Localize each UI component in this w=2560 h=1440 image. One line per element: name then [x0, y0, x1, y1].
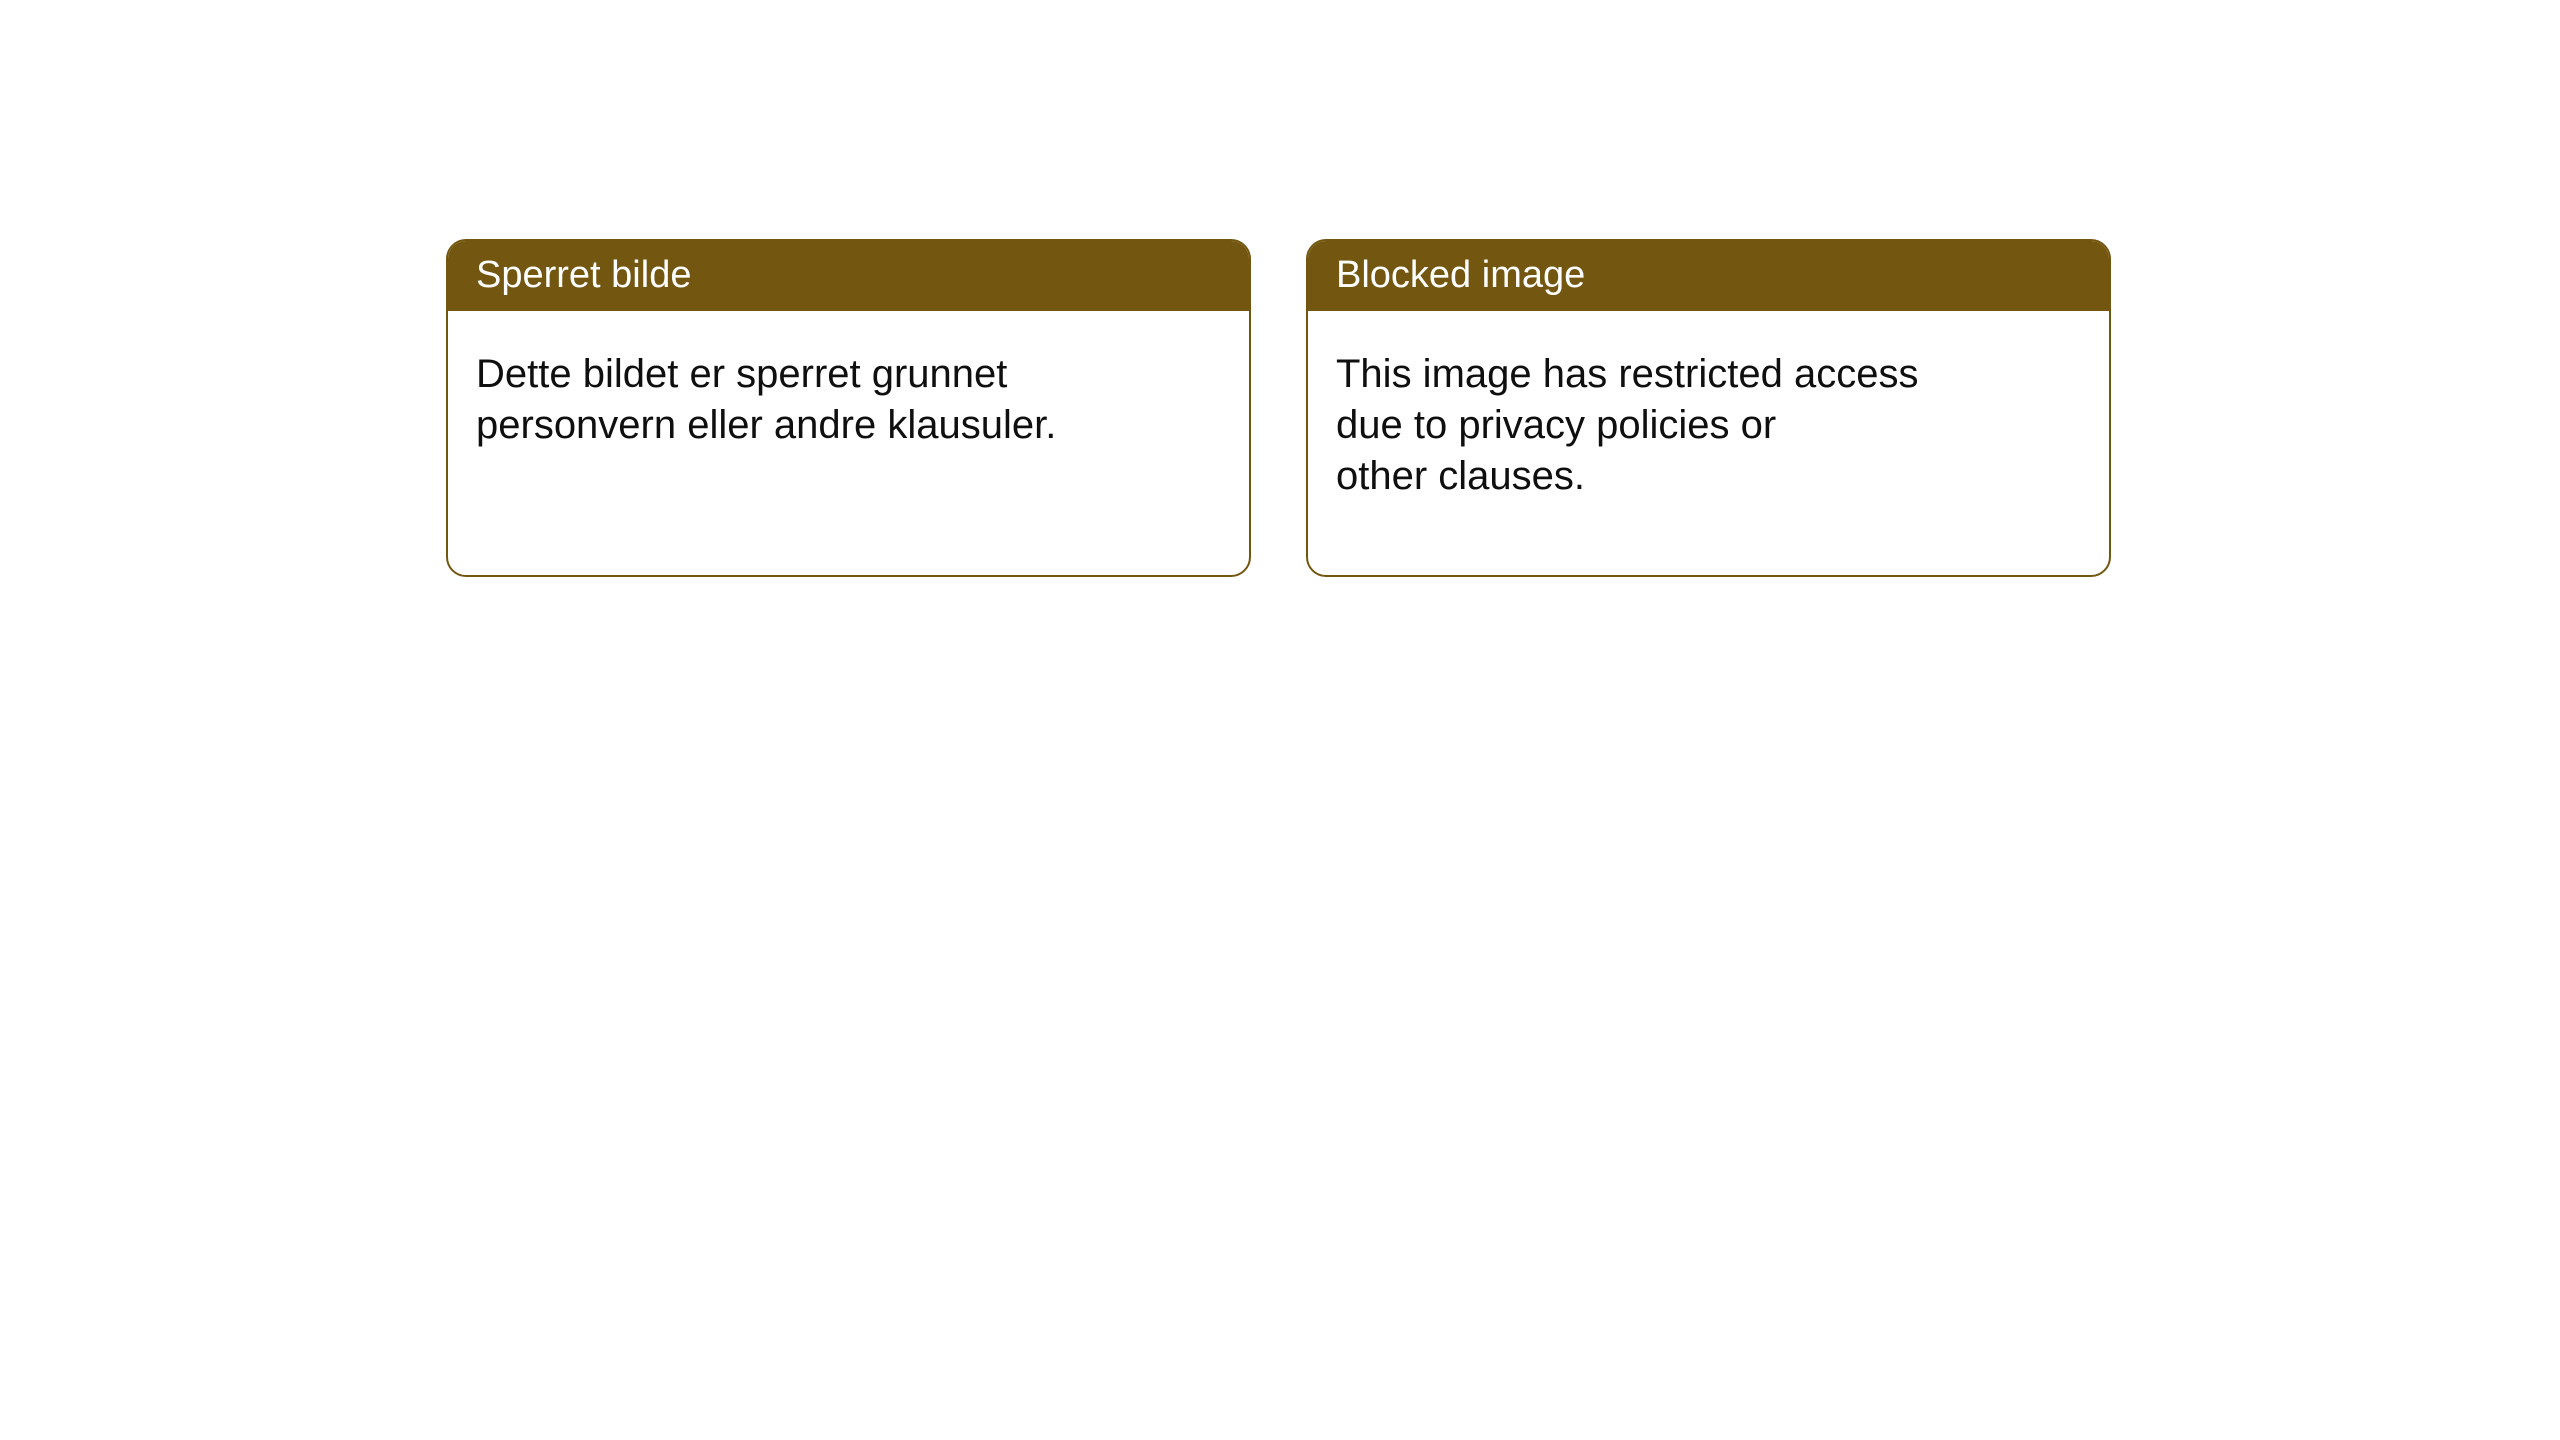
- notice-card-en: Blocked image This image has restricted …: [1306, 239, 2111, 577]
- notice-card-body-no: Dette bildet er sperret grunnet personve…: [448, 311, 1249, 479]
- notice-card-body-en: This image has restricted access due to …: [1308, 311, 2109, 531]
- notice-card-no: Sperret bilde Dette bildet er sperret gr…: [446, 239, 1251, 577]
- page-canvas: Sperret bilde Dette bildet er sperret gr…: [0, 0, 2560, 1440]
- notice-card-header-no: Sperret bilde: [448, 241, 1249, 311]
- notice-card-header-en: Blocked image: [1308, 241, 2109, 311]
